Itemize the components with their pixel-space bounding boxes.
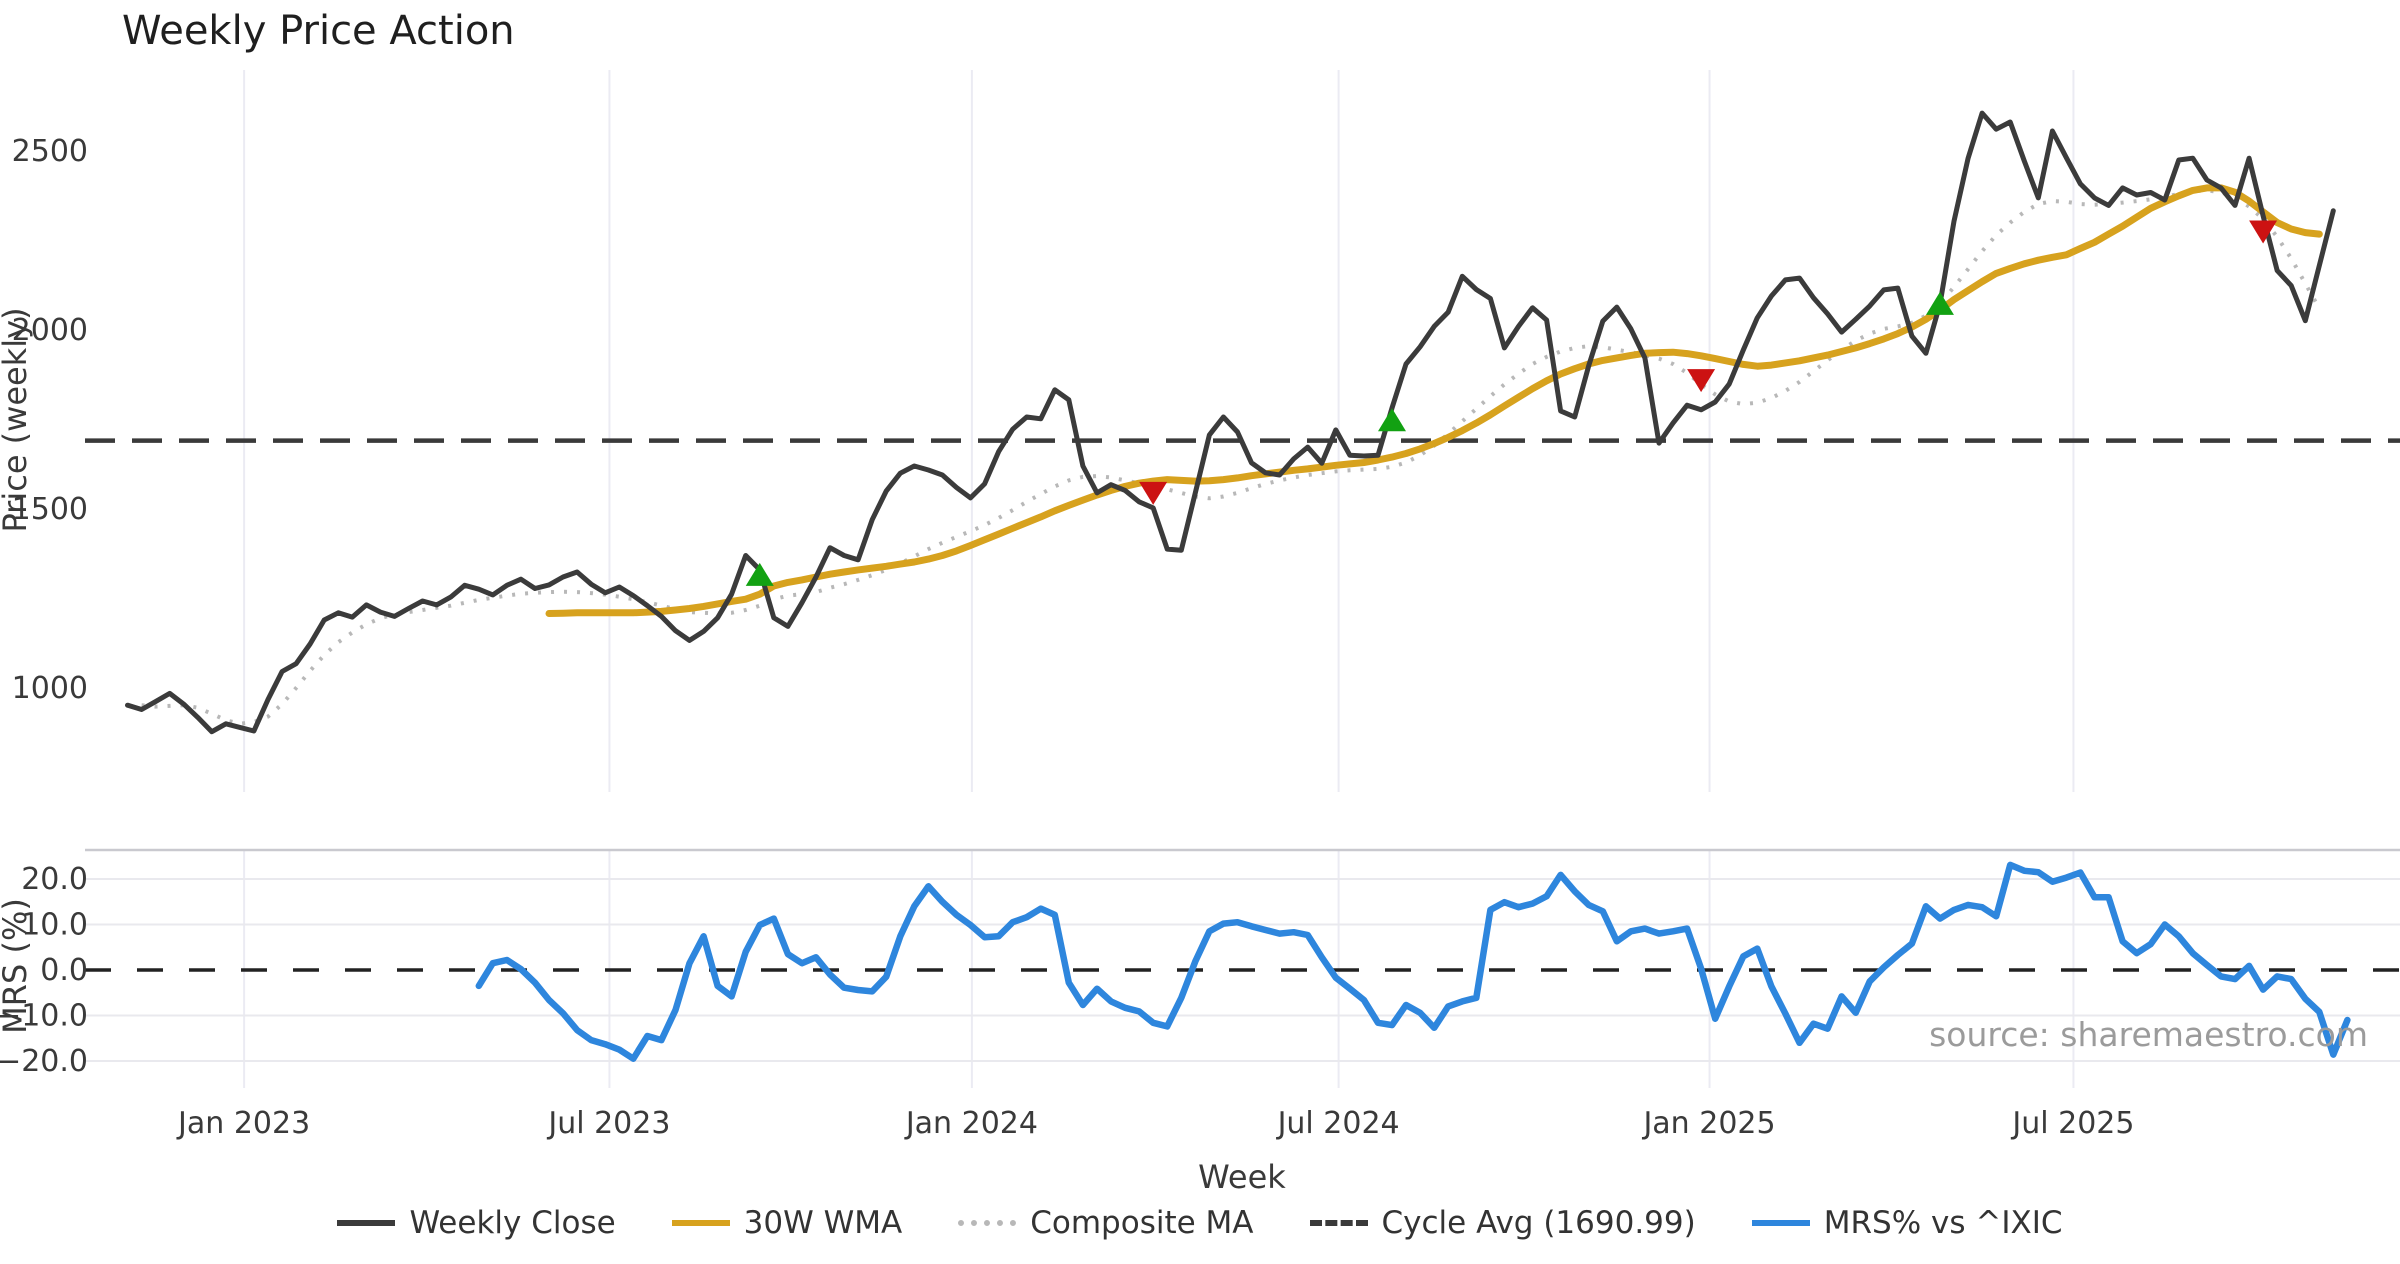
x-tick-label: Jul 2024 <box>1276 1106 1400 1141</box>
sell-signal-marker <box>2249 220 2278 244</box>
mrs-axis-title: MRS (%) <box>0 898 34 1034</box>
legend-label: MRS% vs ^IXIC <box>1823 1205 2063 1241</box>
x-tick-label: Jul 2025 <box>2010 1106 2134 1141</box>
legend-item-weekly_close: Weekly Close <box>337 1205 616 1241</box>
legend-swatch-composite_ma <box>958 1220 1017 1226</box>
price-panel <box>85 110 2400 735</box>
mrs-tick-label: −10.0 <box>0 999 88 1034</box>
gridlines <box>85 70 2400 1088</box>
chart-legend: Weekly Close 30W WMA Composite MA Cycle Avg… <box>0 1205 2400 1241</box>
mrs-tick-label: −20.0 <box>0 1044 88 1079</box>
legend-label: Composite MA <box>1030 1205 1254 1241</box>
mrs-panel <box>85 861 2400 1062</box>
x-tick-label: Jan 2024 <box>904 1106 1038 1141</box>
price-tick-label: 2500 <box>12 134 88 169</box>
page-title: Weekly Price Action <box>122 8 515 54</box>
x-tick-label: Jul 2023 <box>546 1106 670 1141</box>
x-axis-ticks: Jan 2023 Jul 2023 Jan 2024 Jul 2024 Jan 2025… <box>176 1106 2134 1141</box>
price-tick-label: 2000 <box>12 313 88 348</box>
mrs-tick-label: 0.0 <box>40 953 88 988</box>
mrs-line <box>475 861 2351 1062</box>
legend-swatch-cycle_avg <box>1309 1220 1368 1226</box>
wma-30w-line <box>545 184 2323 617</box>
legend-label: Cycle Avg (1690.99) <box>1381 1205 1696 1241</box>
price-axis-ticks: 1000 1500 2000 2500 <box>12 134 88 706</box>
price-tick-label: 1500 <box>12 492 88 527</box>
legend-swatch-mrs <box>1751 1220 1810 1226</box>
legend-item-mrs: MRS% vs ^IXIC <box>1751 1205 2063 1241</box>
weekly-close-line <box>125 110 2336 735</box>
legend-item-cycle_avg: Cycle Avg (1690.99) <box>1309 1205 1696 1241</box>
x-axis-title: Week <box>1198 1158 1286 1196</box>
buy-signal-marker <box>745 562 774 586</box>
price-tick-label: 1000 <box>12 671 88 706</box>
mrs-axis-ticks: 20.0 10.0 0.0 −10.0 −20.0 <box>0 862 88 1079</box>
x-tick-label: Jan 2023 <box>176 1106 310 1141</box>
sell-signal-marker <box>1687 369 1716 393</box>
composite-ma-line <box>141 188 2322 726</box>
price-axis-title: Price (weekly) <box>0 307 34 532</box>
legend-item-composite_ma: Composite MA <box>958 1205 1254 1241</box>
source-watermark: source: sharemaestro.com <box>1929 1015 2368 1054</box>
x-tick-label: Jan 2025 <box>1641 1106 1775 1141</box>
legend-label: 30W WMA <box>743 1205 903 1241</box>
legend-item-wma_30w: 30W WMA <box>671 1205 903 1241</box>
legend-label: Weekly Close <box>409 1205 616 1241</box>
legend-swatch-weekly_close <box>337 1220 396 1226</box>
mrs-tick-label: 20.0 <box>21 862 88 897</box>
buy-signal-marker <box>1378 408 1406 432</box>
mrs-tick-label: 10.0 <box>21 908 88 943</box>
legend-swatch-wma_30w <box>671 1220 730 1226</box>
buy-signal-marker <box>1925 291 1954 315</box>
sell-signal-marker <box>1139 481 1168 505</box>
